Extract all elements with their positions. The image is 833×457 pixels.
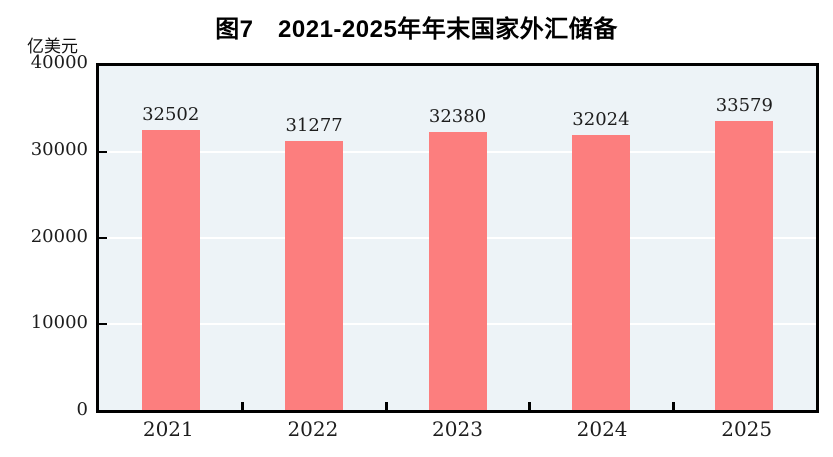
bar-value-label-2023: 32380 — [428, 105, 487, 127]
bar-2022: 31277 — [285, 115, 344, 410]
x-tick-mark-3 — [528, 402, 532, 410]
x-axis-labels: 2021 2022 2023 2024 2025 — [96, 417, 819, 441]
bar-2024: 32024 — [571, 109, 630, 410]
y-tick-label: 0 — [76, 399, 88, 420]
x-tick-label-2022: 2022 — [287, 417, 339, 441]
bar-column-2022: 31277 — [242, 66, 385, 410]
bar-value-label-2024: 32024 — [572, 108, 630, 130]
y-tick-mark-10000 — [99, 323, 107, 325]
x-tick-label-2024: 2024 — [576, 417, 628, 441]
x-tick-label-2021: 2021 — [142, 417, 194, 441]
bar-column-2024: 32024 — [529, 66, 672, 410]
x-tick-label-2025: 2025 — [721, 417, 773, 441]
y-tick-mark-30000 — [99, 151, 107, 153]
plot-area: 32502 31277 32380 32024 33579 — [96, 63, 819, 413]
x-tick-mark-2 — [384, 402, 388, 410]
bar-2025: 33579 — [715, 95, 774, 410]
bar-column-2021: 32502 — [99, 66, 242, 410]
bar-column-2025: 33579 — [673, 66, 816, 410]
bar-value-label-2021: 32502 — [142, 104, 200, 126]
y-tick-label: 20000 — [30, 226, 88, 247]
bar-value-label-2025: 33579 — [715, 95, 773, 117]
bar-2021: 32502 — [141, 104, 200, 410]
y-tick-label: 40000 — [30, 52, 88, 73]
y-axis-unit-label: 亿美元 — [27, 37, 78, 57]
bar-columns: 32502 31277 32380 32024 33579 — [99, 66, 816, 410]
y-tick-label: 10000 — [30, 312, 88, 333]
bar-value-label-2022: 31277 — [285, 115, 343, 137]
x-tick-mark-1 — [241, 402, 245, 410]
y-tick-mark-20000 — [99, 237, 107, 239]
x-tick-label-2023: 2023 — [432, 417, 483, 441]
bar-2023: 32380 — [428, 106, 487, 410]
chart-title: 图7 2021-2025年年末国家外汇储备 — [215, 16, 618, 43]
x-tick-mark-4 — [671, 402, 675, 410]
y-tick-label: 30000 — [30, 139, 88, 160]
bar-column-2023: 32380 — [386, 66, 529, 410]
